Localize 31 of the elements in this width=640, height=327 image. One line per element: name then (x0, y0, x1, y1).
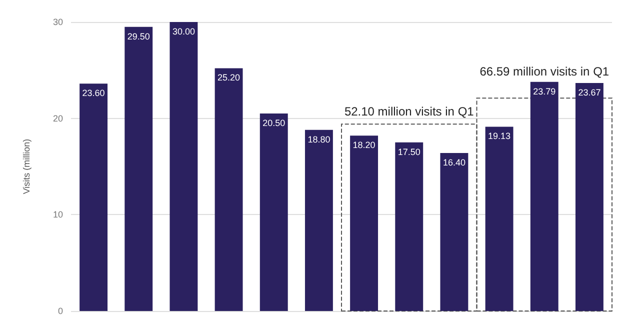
data-label: 25.20 (218, 72, 240, 83)
bar (395, 142, 424, 311)
annotation: 52.10 million visits in Q1 (344, 104, 474, 119)
data-label: 30.00 (172, 26, 195, 36)
y-tick-label: 20 (52, 113, 63, 124)
bar (530, 82, 558, 311)
y-tick-label: 30 (52, 17, 63, 27)
data-label: 23.60 (82, 88, 105, 98)
bar (80, 84, 108, 311)
data-label: 18.20 (352, 140, 376, 150)
bar (485, 126, 514, 311)
bar (124, 26, 153, 311)
bar (170, 22, 198, 311)
data-label: 23.67 (578, 87, 601, 98)
data-label: 19.13 (488, 131, 511, 142)
bar (260, 114, 288, 311)
data-label: 18.80 (308, 134, 330, 144)
data-label: 23.79 (533, 86, 556, 96)
bar (214, 68, 243, 311)
y-tick-label: 0 (58, 306, 63, 316)
annotation: 66.59 million visits in Q1 (480, 64, 610, 79)
data-label: 29.50 (127, 31, 150, 42)
y-axis-title: Visits (million) (22, 138, 32, 194)
data-label: 17.50 (398, 146, 420, 157)
bar (350, 136, 378, 311)
bar (575, 82, 604, 311)
data-label: 16.40 (442, 158, 466, 168)
data-label: 20.50 (262, 118, 286, 128)
y-tick-label: 10 (52, 210, 63, 220)
bar (440, 153, 468, 311)
bar (304, 130, 333, 311)
